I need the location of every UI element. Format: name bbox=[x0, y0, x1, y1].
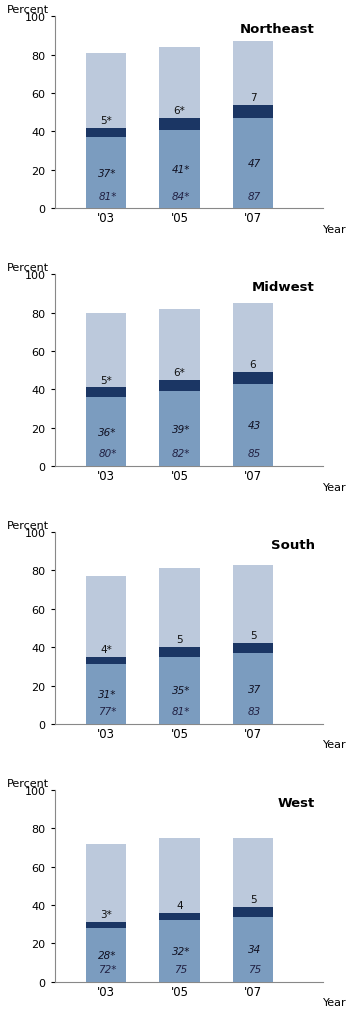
Text: 5*: 5* bbox=[100, 375, 112, 385]
Bar bbox=[233, 644, 273, 653]
Bar bbox=[86, 844, 126, 982]
Bar bbox=[233, 565, 273, 724]
Bar bbox=[86, 922, 126, 928]
Bar bbox=[86, 657, 126, 665]
Text: 5: 5 bbox=[176, 635, 183, 645]
Text: Northeast: Northeast bbox=[240, 23, 315, 36]
Bar bbox=[233, 303, 273, 467]
Bar bbox=[86, 397, 126, 467]
Bar bbox=[159, 648, 200, 657]
Text: Percent: Percent bbox=[6, 5, 49, 15]
Bar bbox=[233, 838, 273, 982]
Text: 4*: 4* bbox=[100, 644, 112, 654]
Text: Percent: Percent bbox=[6, 521, 49, 531]
Bar bbox=[159, 657, 200, 724]
Text: 34: 34 bbox=[248, 944, 261, 954]
Text: 85: 85 bbox=[248, 449, 261, 459]
Text: 81*: 81* bbox=[172, 707, 190, 717]
Bar bbox=[86, 139, 126, 209]
Bar bbox=[233, 105, 273, 119]
Bar bbox=[233, 384, 273, 467]
Text: 82*: 82* bbox=[172, 449, 190, 459]
Text: 81*: 81* bbox=[98, 191, 117, 201]
Bar bbox=[86, 388, 126, 397]
Text: 87: 87 bbox=[248, 191, 261, 201]
Text: 83: 83 bbox=[248, 707, 261, 717]
Text: 36*: 36* bbox=[98, 428, 117, 437]
Text: 5: 5 bbox=[250, 631, 256, 641]
Text: 43: 43 bbox=[248, 421, 261, 431]
Bar bbox=[159, 309, 200, 467]
Bar bbox=[159, 130, 200, 209]
Text: 39*: 39* bbox=[172, 425, 190, 435]
Text: 75: 75 bbox=[174, 964, 188, 975]
Bar bbox=[86, 576, 126, 724]
Text: 5*: 5* bbox=[100, 115, 112, 125]
Text: 37*: 37* bbox=[98, 169, 117, 179]
Bar bbox=[233, 653, 273, 724]
Text: 72*: 72* bbox=[98, 964, 117, 975]
Bar bbox=[159, 838, 200, 982]
Text: 77*: 77* bbox=[98, 707, 117, 717]
Text: 31*: 31* bbox=[98, 690, 117, 700]
Text: 7: 7 bbox=[250, 93, 256, 102]
Text: 3*: 3* bbox=[100, 910, 112, 920]
Text: Year: Year bbox=[323, 482, 346, 492]
Text: 32*: 32* bbox=[172, 946, 190, 956]
Text: 28*: 28* bbox=[98, 950, 117, 960]
Bar bbox=[233, 42, 273, 209]
Text: Year: Year bbox=[323, 224, 346, 235]
Bar bbox=[233, 373, 273, 384]
Text: 47: 47 bbox=[248, 159, 261, 169]
Bar bbox=[86, 128, 126, 139]
Text: Year: Year bbox=[323, 740, 346, 749]
Text: Percent: Percent bbox=[6, 778, 49, 789]
Text: 84*: 84* bbox=[172, 191, 190, 201]
Bar bbox=[159, 119, 200, 130]
Text: 35*: 35* bbox=[172, 685, 190, 696]
Text: 5: 5 bbox=[250, 894, 256, 904]
Text: South: South bbox=[271, 538, 315, 551]
Text: 6: 6 bbox=[250, 360, 256, 370]
Bar bbox=[86, 54, 126, 209]
Bar bbox=[86, 665, 126, 724]
Bar bbox=[159, 380, 200, 392]
Text: 75: 75 bbox=[248, 964, 261, 975]
Text: Year: Year bbox=[323, 997, 346, 1007]
Bar bbox=[86, 313, 126, 467]
Bar bbox=[159, 913, 200, 921]
Bar bbox=[159, 392, 200, 467]
Text: 37: 37 bbox=[248, 683, 261, 694]
Bar bbox=[159, 921, 200, 982]
Bar bbox=[159, 569, 200, 724]
Text: 4: 4 bbox=[176, 900, 183, 910]
Bar bbox=[233, 907, 273, 917]
Text: Midwest: Midwest bbox=[252, 281, 315, 293]
Bar bbox=[233, 917, 273, 982]
Text: Percent: Percent bbox=[6, 263, 49, 273]
Bar bbox=[86, 928, 126, 982]
Text: 80*: 80* bbox=[98, 449, 117, 459]
Text: 41*: 41* bbox=[172, 165, 190, 175]
Text: 6*: 6* bbox=[174, 106, 186, 116]
Bar bbox=[233, 119, 273, 209]
Bar bbox=[159, 48, 200, 209]
Text: 6*: 6* bbox=[174, 368, 186, 377]
Text: West: West bbox=[277, 796, 315, 809]
